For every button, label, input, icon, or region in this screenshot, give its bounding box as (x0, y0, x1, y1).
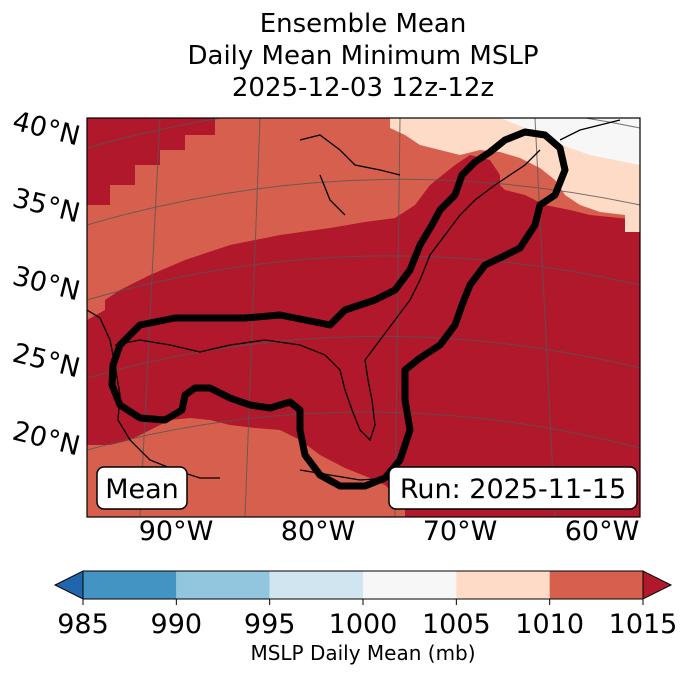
colorbar-tick-1005: 1005 (422, 609, 491, 640)
title-line-1: Ensemble Mean (260, 9, 467, 39)
mean-label: Mean (105, 474, 179, 505)
colorbar-segment-990 (176, 571, 270, 599)
colorbar-tick-1015: 1015 (609, 609, 678, 640)
colorbar-segment-1010 (549, 571, 643, 599)
title-line-2: Daily Mean Minimum MSLP (187, 41, 538, 71)
colorbar-tick-995: 995 (244, 609, 296, 640)
lat-tick-25: 25°N (9, 338, 83, 385)
colorbar-segment-995 (269, 571, 363, 599)
colorbar-label: MSLP Daily Mean (mb) (250, 641, 475, 665)
map-frame (86, 117, 641, 518)
colorbar-tick-990: 990 (151, 609, 203, 640)
lon-tick-60w: 60°W (565, 516, 640, 547)
map-panel (87, 118, 640, 517)
run-label: Run: 2025-11-15 (400, 474, 626, 505)
run-annotation: Run: 2025-11-15 (388, 466, 638, 510)
lat-tick-20: 20°N (9, 416, 83, 463)
colorbar-segment-1000 (363, 571, 457, 599)
colorbar-tick-985: 985 (57, 609, 109, 640)
colorbar-tick-1010: 1010 (515, 609, 584, 640)
lat-tick-30: 30°N (9, 261, 83, 308)
contour-1015 (108, 128, 569, 490)
colorbar-under-extend (53, 570, 84, 600)
mean-annotation: Mean (96, 466, 188, 510)
field-1000-1005 (500, 118, 640, 165)
lon-tick-90w: 90°W (139, 516, 214, 547)
title-line-3: 2025-12-03 12z-12z (232, 73, 494, 103)
lat-tick-40: 40°N (9, 106, 83, 153)
colorbar-segment-1005 (456, 571, 550, 599)
colorbar-tick-1000: 1000 (329, 609, 398, 640)
colorbar-segment-985 (83, 571, 177, 599)
colorbar-over-extend (642, 570, 673, 600)
lat-tick-35: 35°N (9, 183, 83, 230)
lon-tick-70w: 70°W (423, 516, 498, 547)
lon-tick-80w: 80°W (281, 516, 356, 547)
colorbar: 985 990 995 1000 1005 1010 1015 (53, 570, 678, 640)
